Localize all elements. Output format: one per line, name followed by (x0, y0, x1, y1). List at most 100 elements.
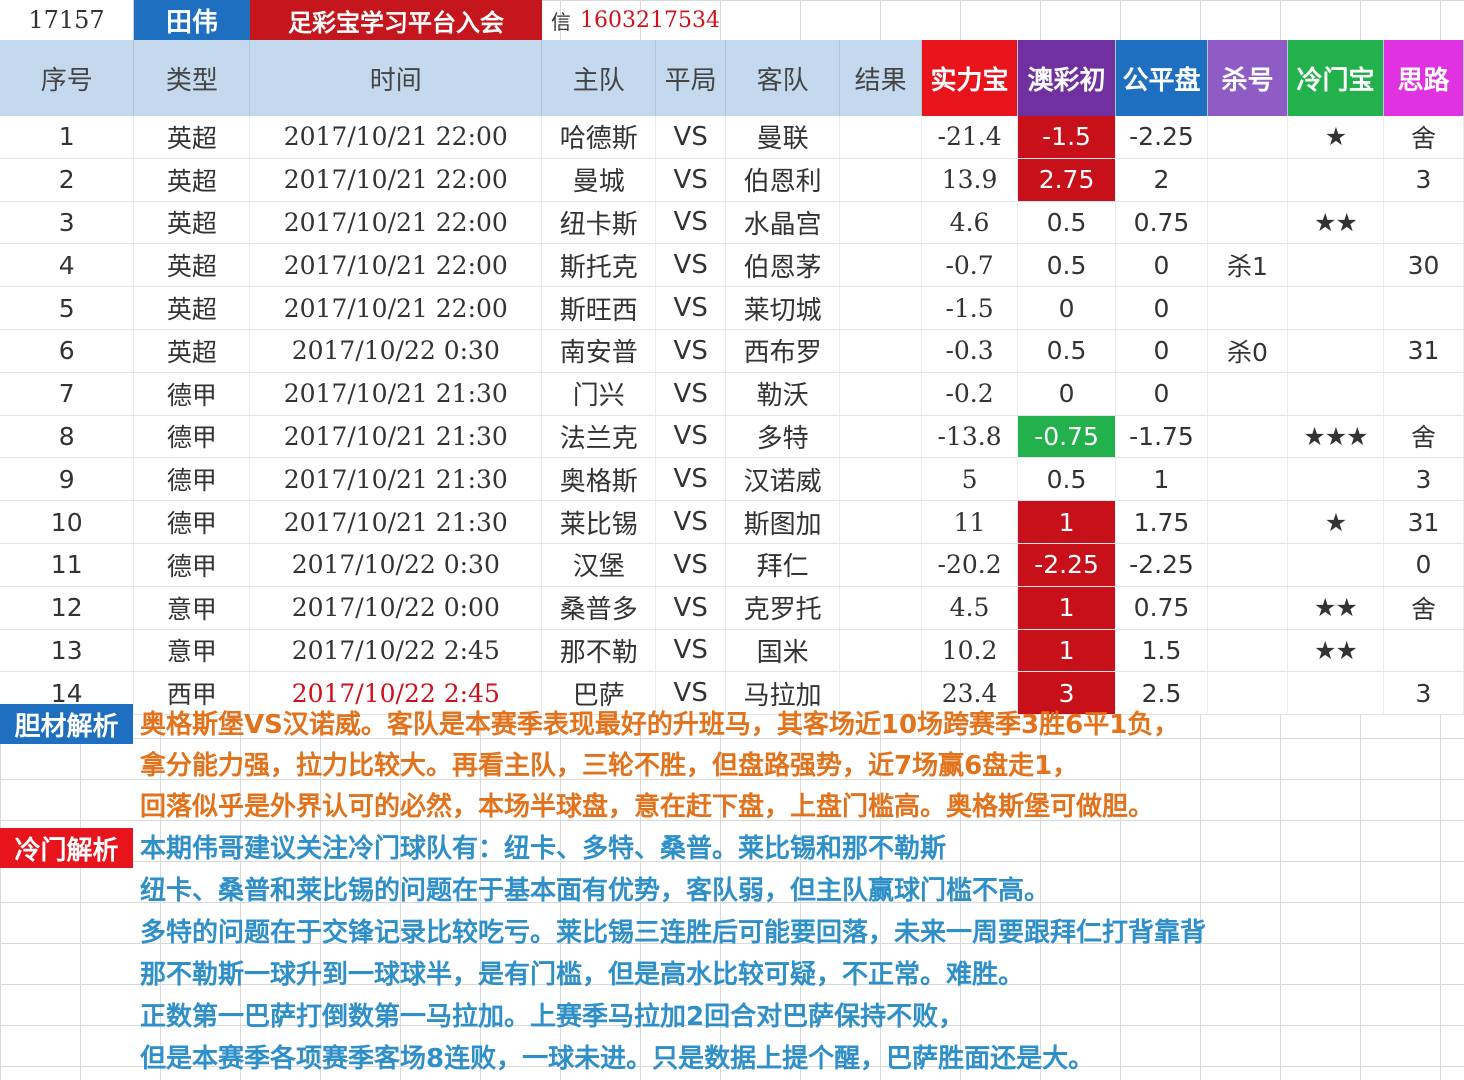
cell-vs: VS (655, 243, 727, 288)
star-rating (1287, 457, 1384, 502)
cell-home: 门兴 (541, 372, 657, 416)
table-row: 5 英超 2017/10/21 22:00 斯旺西 VS 莱切城 -1.5 0 0 (0, 286, 1464, 330)
cell-idea (1383, 201, 1464, 245)
cell-idea: 31 (1383, 500, 1464, 544)
upset-analysis-line: 正数第一巴萨打倒数第一马拉加。上赛季马拉加2回合对巴萨保持不败， (140, 1002, 965, 1032)
cell-league: 西甲 (133, 671, 251, 716)
author-name: 田伟 (134, 0, 250, 40)
col-header-idea: 思路 (1383, 40, 1464, 116)
col-header-result: 结果 (839, 40, 923, 116)
cell-vs: VS (655, 629, 727, 673)
cell-time: 2017/10/21 22:00 (249, 243, 543, 288)
col-header-fair: 公平盘 (1115, 40, 1208, 116)
cell-time: 2017/10/22 0:30 (249, 543, 543, 587)
cell-aocai: 0.5 (1017, 201, 1117, 245)
upset-analysis-label: 冷门解析 (0, 828, 133, 868)
cell-idea: 舍 (1383, 586, 1464, 630)
upset-analysis-line: 纽卡、桑普和莱比锡的问题在于基本面有优势，客队弱，但主队赢球门槛不高。 (140, 876, 1051, 906)
cell-result (839, 243, 923, 288)
cell-home: 桑普多 (541, 586, 657, 630)
star-rating (1287, 543, 1384, 587)
star-rating (1287, 671, 1384, 716)
cell-idea (1383, 629, 1464, 673)
cell-idea: 0 (1383, 543, 1464, 587)
contact-label: 信 (551, 9, 571, 34)
table-row: 11 德甲 2017/10/22 0:30 汉堡 VS 拜仁 -20.2 -2.25 -2.25… (0, 543, 1464, 587)
cell-league: 德甲 (133, 457, 251, 502)
cell-home: 那不勒 (541, 629, 657, 673)
cell-vs: VS (655, 286, 727, 330)
cell-aocai: 0 (1017, 286, 1117, 330)
star-rating: ★★ (1287, 201, 1384, 245)
cell-kill (1207, 500, 1288, 544)
col-header-kill: 杀号 (1207, 40, 1288, 116)
banker-analysis-label: 胆材解析 (0, 704, 133, 744)
cell-kill (1207, 372, 1288, 416)
star-rating: ★ (1287, 500, 1384, 544)
cell-strength: 4.6 (921, 201, 1019, 245)
col-header-cold: 冷门宝 (1287, 40, 1384, 116)
banker-analysis: 胆材解析 奥格斯堡VS汉诺威。客队是本赛季表现最好的升班马，其客场近10场跨赛季… (0, 702, 1464, 825)
cell-league: 德甲 (133, 415, 251, 459)
cell-time: 2017/10/21 21:30 (249, 457, 543, 502)
cell-no: 12 (0, 586, 135, 630)
cell-home: 斯托克 (541, 243, 657, 288)
star-rating (1287, 158, 1384, 202)
cell-kill (1207, 543, 1288, 587)
cell-time: 2017/10/21 22:00 (249, 201, 543, 245)
cell-time: 2017/10/21 22:00 (249, 286, 543, 330)
cell-vs: VS (655, 201, 727, 245)
cell-result (839, 586, 923, 630)
cell-kill: 杀1 (1207, 243, 1288, 288)
cell-fair: 0.75 (1115, 586, 1208, 630)
cell-kill (1207, 158, 1288, 202)
cell-no: 1 (0, 116, 135, 159)
cell-vs: VS (655, 543, 727, 587)
table-row: 2 英超 2017/10/21 22:00 曼城 VS 伯恩利 13.9 2.75 2 3 (0, 158, 1464, 202)
cell-away: 汉诺威 (725, 457, 841, 502)
star-rating: ★ (1287, 116, 1384, 159)
cell-time: 2017/10/21 22:00 (249, 158, 543, 202)
cell-aocai: 0.5 (1017, 329, 1117, 373)
table-row: 10 德甲 2017/10/21 21:30 莱比锡 VS 斯图加 11 1 1.75 ★ 31 (0, 500, 1464, 544)
cell-home: 纽卡斯 (541, 201, 657, 245)
cell-kill (1207, 286, 1288, 330)
cell-league: 英超 (133, 201, 251, 245)
cell-aocai: 0.5 (1017, 457, 1117, 502)
upset-analysis-line: 本期伟哥建议关注冷门球队有：纽卡、多特、桑普。莱比锡和那不勒斯 (140, 834, 947, 864)
table-row: 1 英超 2017/10/21 22:00 哈德斯 VS 曼联 -21.4 -1.5 -2.25… (0, 116, 1464, 159)
cell-strength: -0.7 (921, 243, 1019, 288)
cell-strength: 5 (921, 457, 1019, 502)
cell-vs: VS (655, 329, 727, 373)
star-rating: ★★★ (1287, 415, 1384, 459)
star-rating: ★★ (1287, 586, 1384, 630)
banker-analysis-line: 拿分能力强，拉力比较大。再看主队，三轮不胜，但盘路强势，近7场赢6盘走1， (140, 751, 1079, 781)
cell-aocai: 1 (1017, 500, 1117, 544)
cell-time: 2017/10/22 0:00 (249, 586, 543, 630)
cell-aocai: 2.75 (1017, 158, 1117, 202)
cell-aocai: 0.5 (1017, 243, 1117, 288)
cell-idea: 30 (1383, 243, 1464, 288)
cell-strength: 13.9 (921, 158, 1019, 202)
cell-home: 奥格斯 (541, 457, 657, 502)
banker-analysis-line: 奥格斯堡VS汉诺威。客队是本赛季表现最好的升班马，其客场近10场跨赛季3胜6平1… (140, 710, 1180, 740)
cell-home: 南安普 (541, 329, 657, 373)
star-rating (1287, 372, 1384, 416)
table-row: 14 西甲 2017/10/22 2:45 巴萨 VS 马拉加 23.4 3 2.5 3 (0, 671, 1464, 716)
cell-away: 国米 (725, 629, 841, 673)
cell-fair: 2 (1115, 158, 1208, 202)
cell-result (839, 500, 923, 544)
cell-away: 莱切城 (725, 286, 841, 330)
cell-no: 3 (0, 201, 135, 245)
cell-league: 英超 (133, 286, 251, 330)
cell-vs: VS (655, 158, 727, 202)
cell-aocai: -0.75 (1017, 415, 1117, 459)
cell-league: 英超 (133, 158, 251, 202)
cell-time: 2017/10/21 21:30 (249, 415, 543, 459)
cell-idea (1383, 286, 1464, 330)
cell-no: 13 (0, 629, 135, 673)
cell-strength: -0.2 (921, 372, 1019, 416)
cell-kill: 杀0 (1207, 329, 1288, 373)
cell-result (839, 158, 923, 202)
cell-idea: 3 (1383, 671, 1464, 716)
